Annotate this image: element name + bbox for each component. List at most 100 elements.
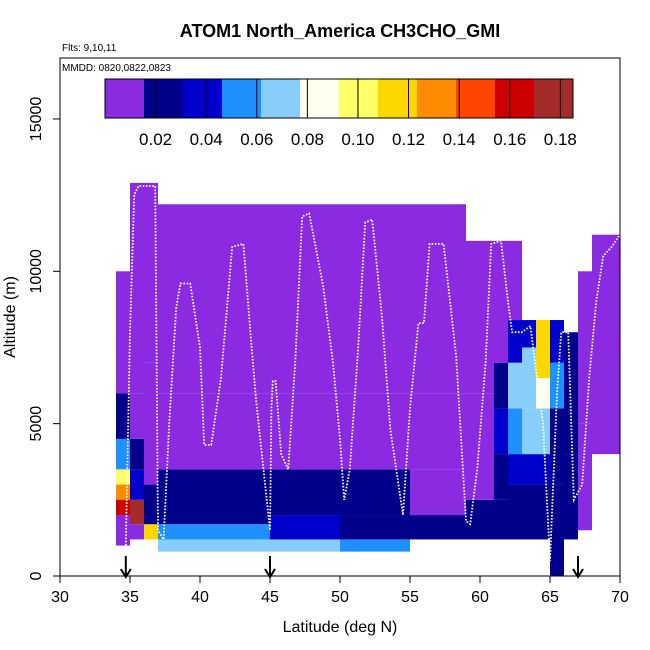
heatmap-cell (116, 438, 130, 470)
colorbar-tick-labels: 0.02 0.04 0.06 0.08 0.10 0.12 0.14 0.16 0.18 (139, 130, 577, 149)
heatmap-cell (130, 182, 144, 394)
marker-arrow (119, 556, 132, 579)
y-axis-label: Altitude (m) (2, 276, 19, 358)
heatmap-cell (494, 240, 508, 363)
heatmap-cell (270, 515, 340, 540)
heatmap-cell (340, 539, 410, 552)
colorbar-segment (105, 79, 145, 118)
heatmap-cell (494, 499, 508, 540)
heatmap-cell (522, 484, 536, 540)
x-tick-label: 70 (611, 589, 629, 606)
marker-arrow (572, 556, 584, 579)
heatmap-cell (340, 515, 410, 540)
heatmap-cell (116, 499, 130, 516)
y-axis: 0 5000 10000 15000 (28, 97, 60, 580)
y-tick-label: 15000 (28, 97, 45, 142)
heatmap-cell (494, 454, 508, 500)
heatmap-cell (508, 240, 522, 321)
heatmap-cell (536, 408, 550, 455)
colorbar-segment (534, 79, 574, 118)
colorbar-segment (300, 79, 340, 118)
heatmap-cell (522, 320, 536, 348)
heatmap-cell (494, 408, 508, 455)
colorbar-tick-label: 0.06 (240, 130, 273, 149)
colorbar-segment (495, 79, 535, 118)
heatmap-cell (592, 234, 620, 455)
heatmap-cell (200, 393, 270, 470)
heatmap-cells (116, 182, 620, 576)
heatmap-cell (158, 204, 200, 394)
colorbar-tick-label: 0.08 (291, 130, 324, 149)
dates-annotation: MMDD: 0820,0822,0823 (62, 63, 171, 74)
colorbar-segment (339, 79, 379, 118)
colorbar-segment (144, 79, 184, 118)
heatmap-cell (494, 362, 508, 409)
heatmap-cell (130, 438, 144, 470)
heatmap-cell (536, 320, 550, 348)
heatmap-cell (578, 271, 592, 424)
heatmap-cell (116, 271, 130, 394)
y-tick-label: 5000 (28, 406, 45, 442)
heatmap-cell (508, 484, 522, 540)
heatmap-cell (522, 377, 536, 409)
heatmap-cell (130, 469, 144, 500)
heatmap-cell (578, 423, 592, 531)
heatmap-cell (130, 499, 144, 525)
x-axis-label: Latitude (deg N) (283, 619, 398, 636)
x-tick-label: 65 (541, 589, 559, 606)
heatmap-cell (270, 539, 340, 552)
heatmap-cell (340, 393, 410, 470)
colorbar-frame (104, 78, 574, 119)
x-tick-label: 35 (121, 589, 139, 606)
heatmap-cell (200, 469, 270, 525)
x-tick-label: 40 (191, 589, 209, 606)
x-tick-label: 45 (261, 589, 279, 606)
heatmap-cell (508, 408, 522, 455)
heatmap-cell (522, 347, 536, 378)
flight-track-line (124, 185, 621, 561)
marker-arrow (264, 556, 276, 579)
heatmap-cell (340, 204, 410, 394)
heatmap-cell (550, 484, 564, 576)
heatmap-cell (144, 524, 158, 540)
heatmap-cell (536, 484, 550, 540)
flight-track (124, 185, 621, 561)
latitude-markers (119, 556, 584, 579)
colorbar-tick-label: 0.16 (493, 130, 526, 149)
heatmap-cell (130, 393, 144, 439)
heatmap-cell (508, 362, 522, 409)
colorbar-segment (261, 79, 301, 118)
x-tick-label: 55 (401, 589, 419, 606)
chart-title: ATOM1 North_America CH3CHO_GMI (180, 21, 500, 41)
heatmap-cell (144, 362, 158, 485)
heatmap-cell (508, 320, 522, 363)
heatmap-cell (564, 332, 578, 378)
colorbar-segment (456, 79, 496, 118)
heatmap-cell (410, 469, 466, 516)
colorbar (104, 78, 574, 119)
heatmap-cell (200, 204, 270, 394)
colorbar-tick-label: 0.18 (544, 130, 577, 149)
heatmap-cell (116, 484, 130, 500)
colorbar-tick-label: 0.04 (190, 130, 223, 149)
heatmap-cell (466, 393, 494, 500)
heatmap-cell (550, 320, 564, 363)
heatmap-cell (200, 524, 270, 540)
heatmap-cell (130, 524, 144, 540)
colorbar-tick-label: 0.10 (341, 130, 374, 149)
y-tick-label: 10000 (28, 249, 45, 294)
colorbar-segment (378, 79, 418, 118)
heatmap-cell (144, 182, 158, 363)
heatmap-cell (340, 469, 410, 516)
heatmap-cell (410, 204, 466, 394)
x-tick-label: 60 (471, 589, 489, 606)
colorbar-segment (222, 79, 262, 118)
flights-annotation: Flts: 9,10,11 (62, 43, 117, 54)
heatmap-cell (536, 347, 550, 378)
heatmap-cell (144, 484, 158, 525)
heatmap-cell (270, 204, 340, 394)
heatmap-cell (550, 408, 564, 485)
heatmap-cell (270, 393, 340, 470)
colorbar-tick-label: 0.14 (443, 130, 476, 149)
